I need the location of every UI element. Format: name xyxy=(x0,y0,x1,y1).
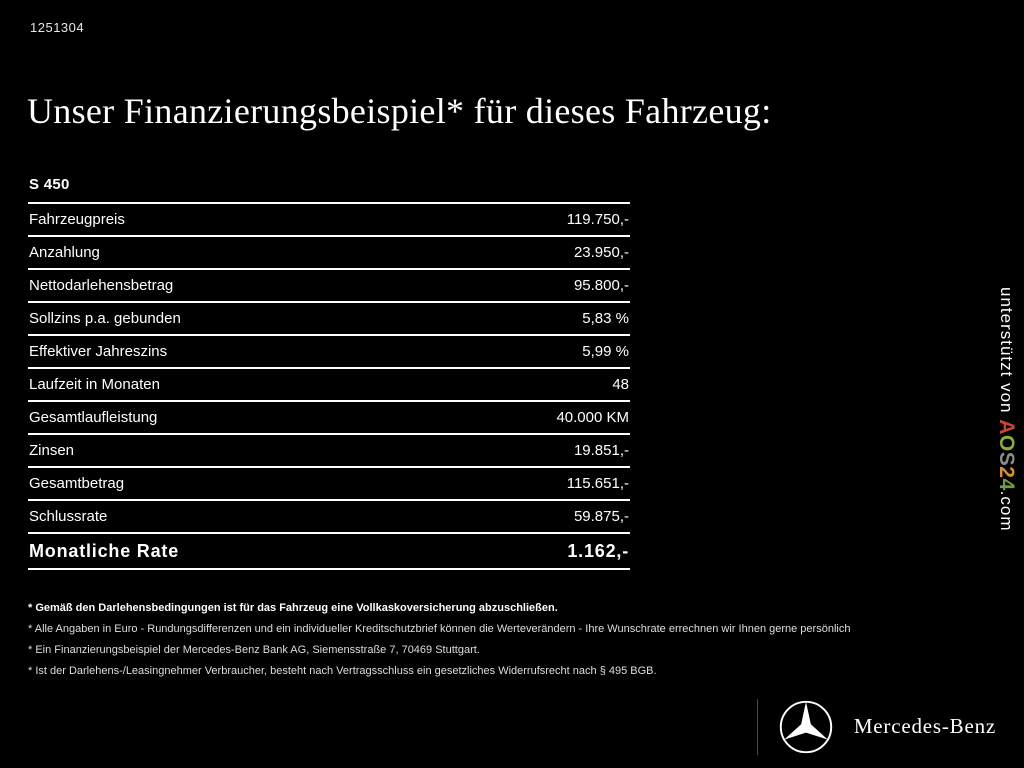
table-row: Fahrzeugpreis 119.750,- xyxy=(28,204,630,237)
aos24-letter-s: S xyxy=(995,451,1018,467)
table-row: Gesamtbetrag 115.651,- xyxy=(28,468,630,501)
table-row: Laufzeit in Monaten 48 xyxy=(28,369,630,402)
row-value: 95.800,- xyxy=(573,277,629,294)
aos24-letter-o: O xyxy=(995,434,1018,452)
brand-wordmark: Mercedes-Benz xyxy=(853,713,996,738)
footnotes: * Gemäß den Darlehensbedingungen ist für… xyxy=(28,600,978,684)
row-label: Zinsen xyxy=(29,442,75,459)
watermark-suffix: .com xyxy=(997,490,1016,532)
watermark-prefix: unterstützt von xyxy=(997,287,1016,420)
footer-divider xyxy=(756,699,758,755)
table-row: Schlussrate 59.875,- xyxy=(28,501,630,534)
row-value: 115.651,- xyxy=(566,475,629,492)
row-label: Fahrzeugpreis xyxy=(29,211,125,228)
finance-table: S 450 Fahrzeugpreis 119.750,- Anzahlung … xyxy=(28,176,630,570)
table-row: Anzahlung 23.950,- xyxy=(28,237,630,270)
row-label: Gesamtbetrag xyxy=(29,475,125,492)
row-label: Schlussrate xyxy=(29,508,108,525)
row-label: Anzahlung xyxy=(29,244,100,261)
row-value: 19.851,- xyxy=(573,442,629,459)
footnote: * Alle Angaben in Euro - Rundungsdiffere… xyxy=(28,623,851,635)
row-label: Effektiver Jahreszins xyxy=(29,343,168,360)
finance-table-rows: Fahrzeugpreis 119.750,- Anzahlung 23.950… xyxy=(28,202,630,570)
monthly-rate-label: Monatliche Rate xyxy=(29,540,180,561)
vehicle-model: S 450 xyxy=(29,176,70,193)
table-row: Nettodarlehensbetrag 95.800,- xyxy=(28,270,630,303)
row-label: Gesamtlaufleistung xyxy=(29,409,158,426)
page-title: Unser Finanzierungsbeispiel* für dieses … xyxy=(27,91,772,132)
row-value: 40.000 KM xyxy=(556,409,629,426)
row-label: Sollzins p.a. gebunden xyxy=(29,310,181,327)
row-value: 119.750,- xyxy=(566,211,629,228)
footnote: * Ein Finanzierungsbeispiel der Mercedes… xyxy=(28,644,480,656)
row-value: 23.950,- xyxy=(573,244,629,261)
aos24-letter-a: A xyxy=(995,419,1018,435)
table-row: Gesamtlaufleistung 40.000 KM xyxy=(28,402,630,435)
footnote: * Ist der Darlehens-/Leasingnehmer Verbr… xyxy=(28,665,657,677)
row-value: 59.875,- xyxy=(573,508,629,525)
aos24-watermark: unterstützt von AOS24.com xyxy=(994,287,1018,531)
row-value: 48 xyxy=(612,376,629,393)
reference-number: 1251304 xyxy=(30,20,85,35)
aos24-digit-2: 2 xyxy=(995,466,1018,479)
table-row: Effektiver Jahreszins 5,99 % xyxy=(28,336,630,369)
row-label: Laufzeit in Monaten xyxy=(29,376,160,393)
monthly-rate-value: 1.162,- xyxy=(567,540,629,561)
mercedes-star-icon xyxy=(779,700,833,754)
table-row: Sollzins p.a. gebunden 5,83 % xyxy=(28,303,630,336)
footnote: * Gemäß den Darlehensbedingungen ist für… xyxy=(28,602,558,614)
aos24-digit-4: 4 xyxy=(995,478,1018,491)
monthly-rate-row: Monatliche Rate 1.162,- xyxy=(28,534,630,570)
table-row: Zinsen 19.851,- xyxy=(28,435,630,468)
brand-footer: Mercedes-Benz xyxy=(756,696,996,758)
row-value: 5,99 % xyxy=(582,343,629,360)
row-value: 5,83 % xyxy=(582,310,629,327)
row-label: Nettodarlehensbetrag xyxy=(29,277,174,294)
